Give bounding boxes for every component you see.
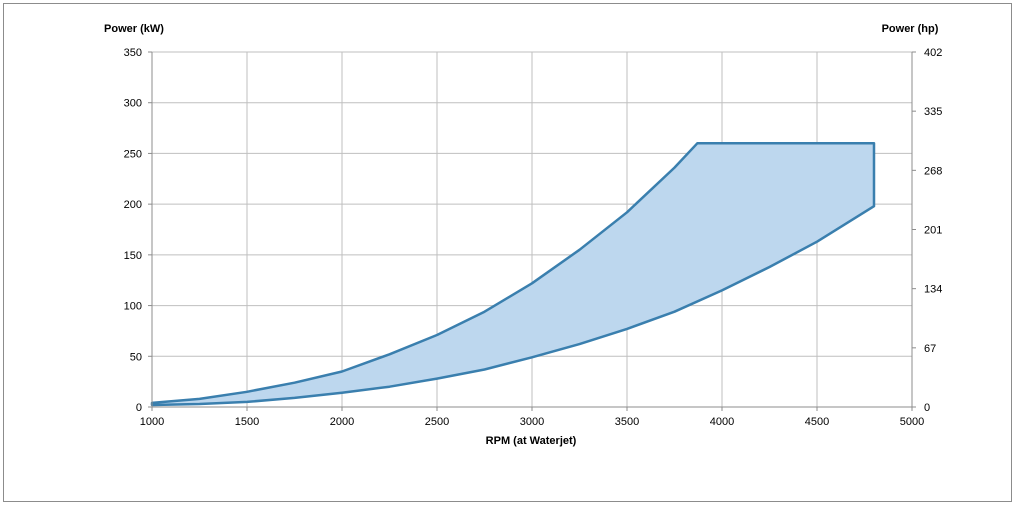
y-tick-label: 350 <box>124 47 142 59</box>
y-tick-label: 150 <box>124 250 142 262</box>
x-tick-label: 4500 <box>805 416 829 428</box>
y-tick-label: 250 <box>124 148 142 160</box>
y2-tick-labels: 0 67 134 201 268 335 402 <box>924 47 942 414</box>
y2-tick-label: 268 <box>924 165 942 177</box>
y-tick-labels: 0 50 100 150 200 250 300 350 <box>124 47 142 414</box>
y-tick-label: 100 <box>124 301 142 313</box>
y2-tick-label: 402 <box>924 47 942 59</box>
y-tick-label: 50 <box>130 351 142 363</box>
power-band <box>150 142 876 407</box>
x-tick-label: 2000 <box>330 416 354 428</box>
power-rpm-chart: 1000 1500 2000 2500 3000 3500 4000 4500 5000 050… <box>104 23 942 447</box>
x-tick-label: 5000 <box>900 416 924 428</box>
y2-axis-title: Power (hp) <box>882 23 939 35</box>
y2-tick-label: 134 <box>924 284 942 296</box>
x-tick-label: 3500 <box>615 416 639 428</box>
x-tick-label: 2500 <box>425 416 449 428</box>
x-tick-label: 4000 <box>710 416 734 428</box>
y-tick-label: 300 <box>124 98 142 110</box>
x-axis-title: RPM (at Waterjet) <box>486 435 577 447</box>
y-tick-label: 200 <box>124 199 142 211</box>
y2-tick-label: 0 <box>924 402 930 414</box>
axes <box>148 51 916 411</box>
y2-tick-label: 67 <box>924 343 936 355</box>
power-band-area <box>150 142 876 407</box>
y-axis-title: Power (kW) <box>104 23 164 35</box>
x-tick-label: 1500 <box>235 416 259 428</box>
y-tick-label: 0 <box>136 402 142 414</box>
x-tick-labels: 1000 1500 2000 2500 3000 3500 4000 4500 5000 <box>140 416 924 428</box>
chart-frame: 1000 1500 2000 2500 3000 3500 4000 4500 5000 0 50… <box>3 3 1012 502</box>
x-tick-label: 3000 <box>520 416 544 428</box>
y2-tick-label: 201 <box>924 225 942 237</box>
y2-tick-label: 335 <box>924 106 942 118</box>
x-tick-label: 1000 <box>140 416 164 428</box>
